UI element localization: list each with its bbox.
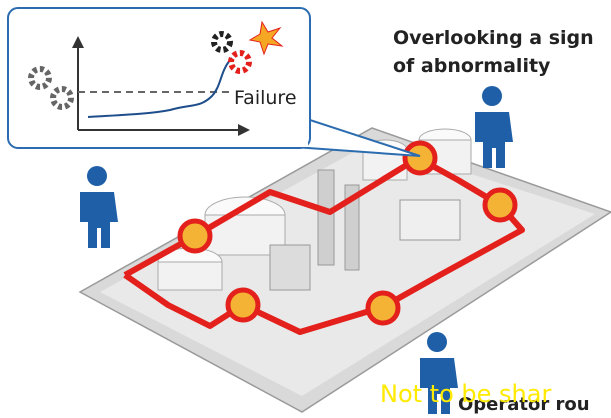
checkpoint (485, 190, 515, 220)
operator-body (475, 112, 513, 168)
illustration: Failure Overlooking a sign of abnormalit… (0, 0, 611, 418)
callout-join (282, 121, 308, 147)
operator (475, 86, 513, 168)
caption-line: Overlooking a sign (393, 27, 594, 49)
operator-head (87, 166, 107, 186)
building (400, 200, 460, 240)
page: Failure Overlooking a sign of abnormalit… (0, 0, 611, 418)
caption-line: of abnormality (393, 55, 551, 77)
operator (80, 166, 118, 248)
checkpoint (405, 143, 435, 173)
checkpoint (368, 293, 398, 323)
checkpoint (228, 290, 258, 320)
tower (318, 170, 334, 265)
watermark: Not to be shar (380, 380, 551, 408)
operator-body (80, 192, 118, 248)
callout: Failure (8, 8, 420, 156)
plant (80, 128, 611, 412)
tank (158, 262, 222, 290)
checkpoint (180, 221, 210, 251)
building (270, 245, 310, 290)
operator-head (482, 86, 502, 106)
operator-head (427, 332, 447, 352)
failure-label: Failure (234, 87, 297, 109)
